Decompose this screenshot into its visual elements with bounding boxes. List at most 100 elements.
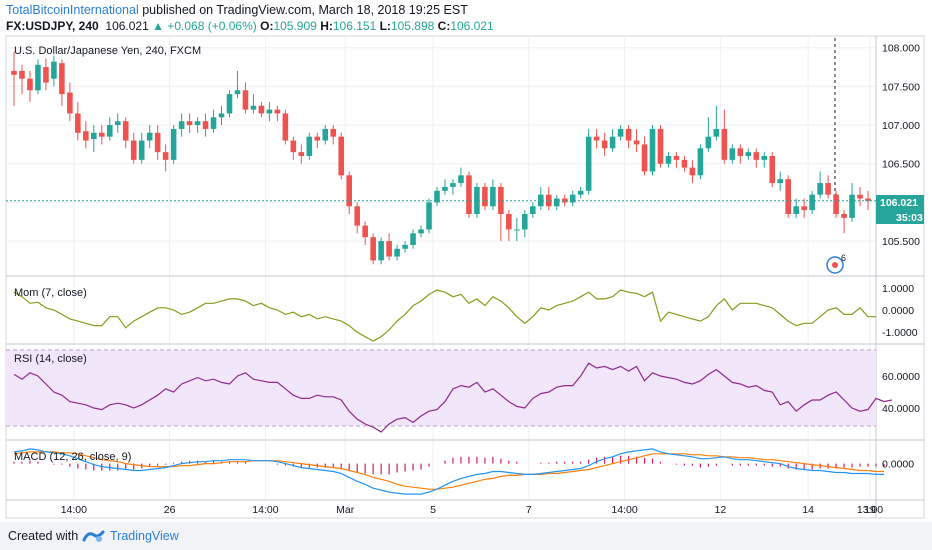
- candle-body: [114, 121, 121, 126]
- candle-body: [514, 229, 520, 231]
- candle-body: [529, 206, 536, 214]
- candle-body: [67, 92, 73, 114]
- candle-body: [298, 152, 305, 156]
- time-tick-label: 19: [864, 504, 876, 516]
- candle-body: [537, 194, 544, 207]
- candle-body: [458, 175, 464, 184]
- grid: [6, 36, 876, 500]
- candle-body: [633, 140, 640, 145]
- candle-body: [194, 121, 201, 126]
- momentum-line: [13, 289, 876, 342]
- candle-body: [498, 186, 504, 214]
- candle-body: [178, 121, 185, 129]
- alert-icon[interactable]: 6: [826, 253, 846, 274]
- rsi-tick-label: 40.0000: [882, 403, 920, 415]
- momentum-pane: [13, 289, 876, 342]
- low-value: 105.898: [390, 19, 435, 33]
- candle-body: [849, 194, 855, 218]
- last-price-label: 106.021: [880, 197, 918, 209]
- macd-pane: [13, 448, 885, 495]
- mom-tick-label: -1.0000: [882, 327, 918, 339]
- candle-body: [705, 136, 712, 149]
- candle-body: [506, 214, 512, 230]
- candle-body: [825, 183, 831, 195]
- candle-body: [98, 132, 105, 137]
- candle-body: [793, 206, 799, 214]
- candle-body: [434, 190, 440, 203]
- candle-body: [857, 194, 863, 199]
- high-label: H:: [320, 19, 333, 33]
- price-pane-title: U.S. Dollar/Japanese Yen, 240, FXCM: [14, 45, 201, 57]
- candle-body: [657, 128, 664, 164]
- candle-body: [450, 183, 456, 187]
- candle-body: [162, 152, 169, 160]
- candle-body: [474, 186, 480, 214]
- macd-tick-label: 0.0000: [882, 459, 914, 471]
- author-link[interactable]: TotalBitcoinInternational: [6, 3, 139, 17]
- candle-body: [258, 105, 265, 114]
- trading-chart[interactable]: 108.000107.500107.000106.500106.000105.5…: [0, 0, 932, 522]
- price-tick-label: 106.500: [882, 159, 920, 171]
- candle-body: [561, 198, 568, 203]
- candle-body: [737, 148, 744, 156]
- candle-body: [681, 159, 688, 168]
- mom-pane-title: Mom (7, close): [14, 287, 87, 299]
- candle-body: [346, 175, 353, 207]
- candle-body: [218, 113, 225, 118]
- rsi-tick-label: 60.0000: [882, 371, 920, 383]
- candle-body: [466, 175, 472, 214]
- candle-body: [721, 128, 728, 160]
- candle-body: [841, 214, 847, 218]
- candle-body: [91, 132, 97, 139]
- time-tick-label: 13:00: [857, 504, 883, 516]
- macd-line: [13, 448, 884, 495]
- candle-body: [386, 241, 392, 257]
- candle-body: [865, 198, 871, 201]
- price-tick-label: 107.500: [882, 81, 920, 93]
- candle-body: [234, 90, 241, 95]
- candle-body: [51, 61, 57, 79]
- candle-body: [569, 194, 576, 203]
- candle-body: [106, 125, 113, 137]
- candle-body: [210, 117, 217, 129]
- candle-body: [322, 128, 329, 141]
- signal-line: [13, 451, 884, 490]
- footer-bar: Created with TradingView: [0, 522, 932, 550]
- candle-body: [545, 194, 552, 207]
- candle-body: [801, 206, 807, 211]
- candle-body: [290, 140, 297, 153]
- time-tick-label: 14:00: [252, 504, 278, 516]
- candle-body: [442, 186, 448, 191]
- candle-body: [330, 128, 337, 137]
- price-tick-label: 108.000: [882, 43, 920, 55]
- time-tick-label: Mar: [336, 504, 355, 516]
- candle-body: [202, 121, 209, 129]
- candle-body: [146, 132, 153, 141]
- candle-body: [761, 156, 768, 160]
- time-tick-label: 26: [164, 504, 176, 516]
- low-label: L:: [379, 19, 391, 33]
- candle-body: [817, 183, 823, 195]
- candle-body: [665, 156, 672, 164]
- mom-tick-label: 0.0000: [882, 305, 914, 317]
- tradingview-link[interactable]: TradingView: [110, 529, 179, 543]
- axes: 108.000107.500107.000106.500106.000105.5…: [61, 43, 920, 516]
- rsi-pane-title: RSI (14, close): [14, 353, 87, 365]
- candle-body: [593, 136, 600, 141]
- candle-body: [769, 156, 776, 184]
- candle-body: [490, 186, 496, 207]
- candle-body: [713, 128, 720, 137]
- tradingview-logo-icon: [82, 530, 105, 542]
- open-label: O:: [260, 19, 274, 33]
- open-value: 105.909: [273, 19, 317, 33]
- mom-tick-label: 1.0000: [882, 283, 914, 295]
- candle-body: [833, 194, 839, 214]
- candle-body: [338, 136, 345, 176]
- candles: [6, 51, 876, 265]
- candle-body: [745, 152, 752, 156]
- candle-body: [154, 132, 161, 153]
- candle-body: [777, 179, 784, 184]
- candle-body: [785, 179, 791, 214]
- rsi-pane: [13, 362, 893, 433]
- price-tick-label: 107.000: [882, 120, 920, 132]
